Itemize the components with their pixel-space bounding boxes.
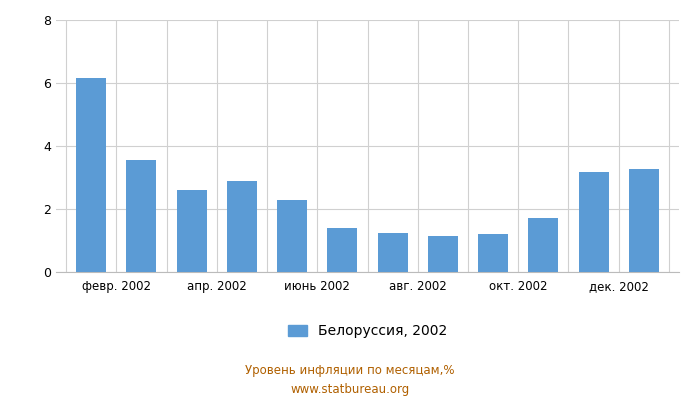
Bar	[377, 233, 407, 272]
Bar	[478, 234, 508, 272]
Legend: Белоруссия, 2002: Белоруссия, 2002	[288, 324, 447, 338]
Bar	[277, 200, 307, 272]
Bar	[629, 169, 659, 272]
Bar	[578, 172, 609, 272]
Bar	[126, 160, 157, 272]
Bar	[428, 236, 458, 272]
Bar	[76, 78, 106, 272]
Bar	[328, 228, 358, 272]
Text: Уровень инфляции по месяцам,%
www.statbureau.org: Уровень инфляции по месяцам,% www.statbu…	[245, 364, 455, 396]
Bar	[227, 181, 257, 272]
Bar	[176, 190, 206, 272]
Bar	[528, 218, 559, 272]
